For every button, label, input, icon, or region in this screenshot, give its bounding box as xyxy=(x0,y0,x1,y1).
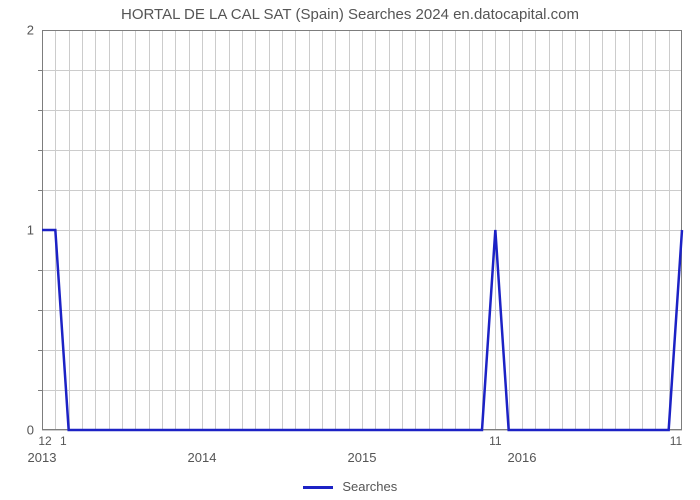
plot-area: 01220132014201520161211111 xyxy=(42,30,682,430)
data-point-label: 11 xyxy=(670,434,682,448)
chart-container: HORTAL DE LA CAL SAT (Spain) Searches 20… xyxy=(0,0,700,500)
legend: Searches xyxy=(0,479,700,494)
x-tick-label: 2013 xyxy=(28,450,57,465)
x-tick-label: 2015 xyxy=(348,450,377,465)
legend-label: Searches xyxy=(342,479,397,494)
data-point-label: 1 xyxy=(60,434,67,448)
x-tick-label: 2014 xyxy=(188,450,217,465)
data-point-label: 12 xyxy=(38,434,51,448)
chart-title: HORTAL DE LA CAL SAT (Spain) Searches 20… xyxy=(0,6,700,23)
x-tick-label: 2016 xyxy=(508,450,537,465)
series-line xyxy=(42,30,682,430)
y-tick-label: 0 xyxy=(27,423,34,438)
legend-swatch xyxy=(303,486,333,489)
y-tick-label: 1 xyxy=(27,223,34,238)
data-point-label: 11 xyxy=(489,434,501,448)
y-tick-label: 2 xyxy=(27,23,34,38)
